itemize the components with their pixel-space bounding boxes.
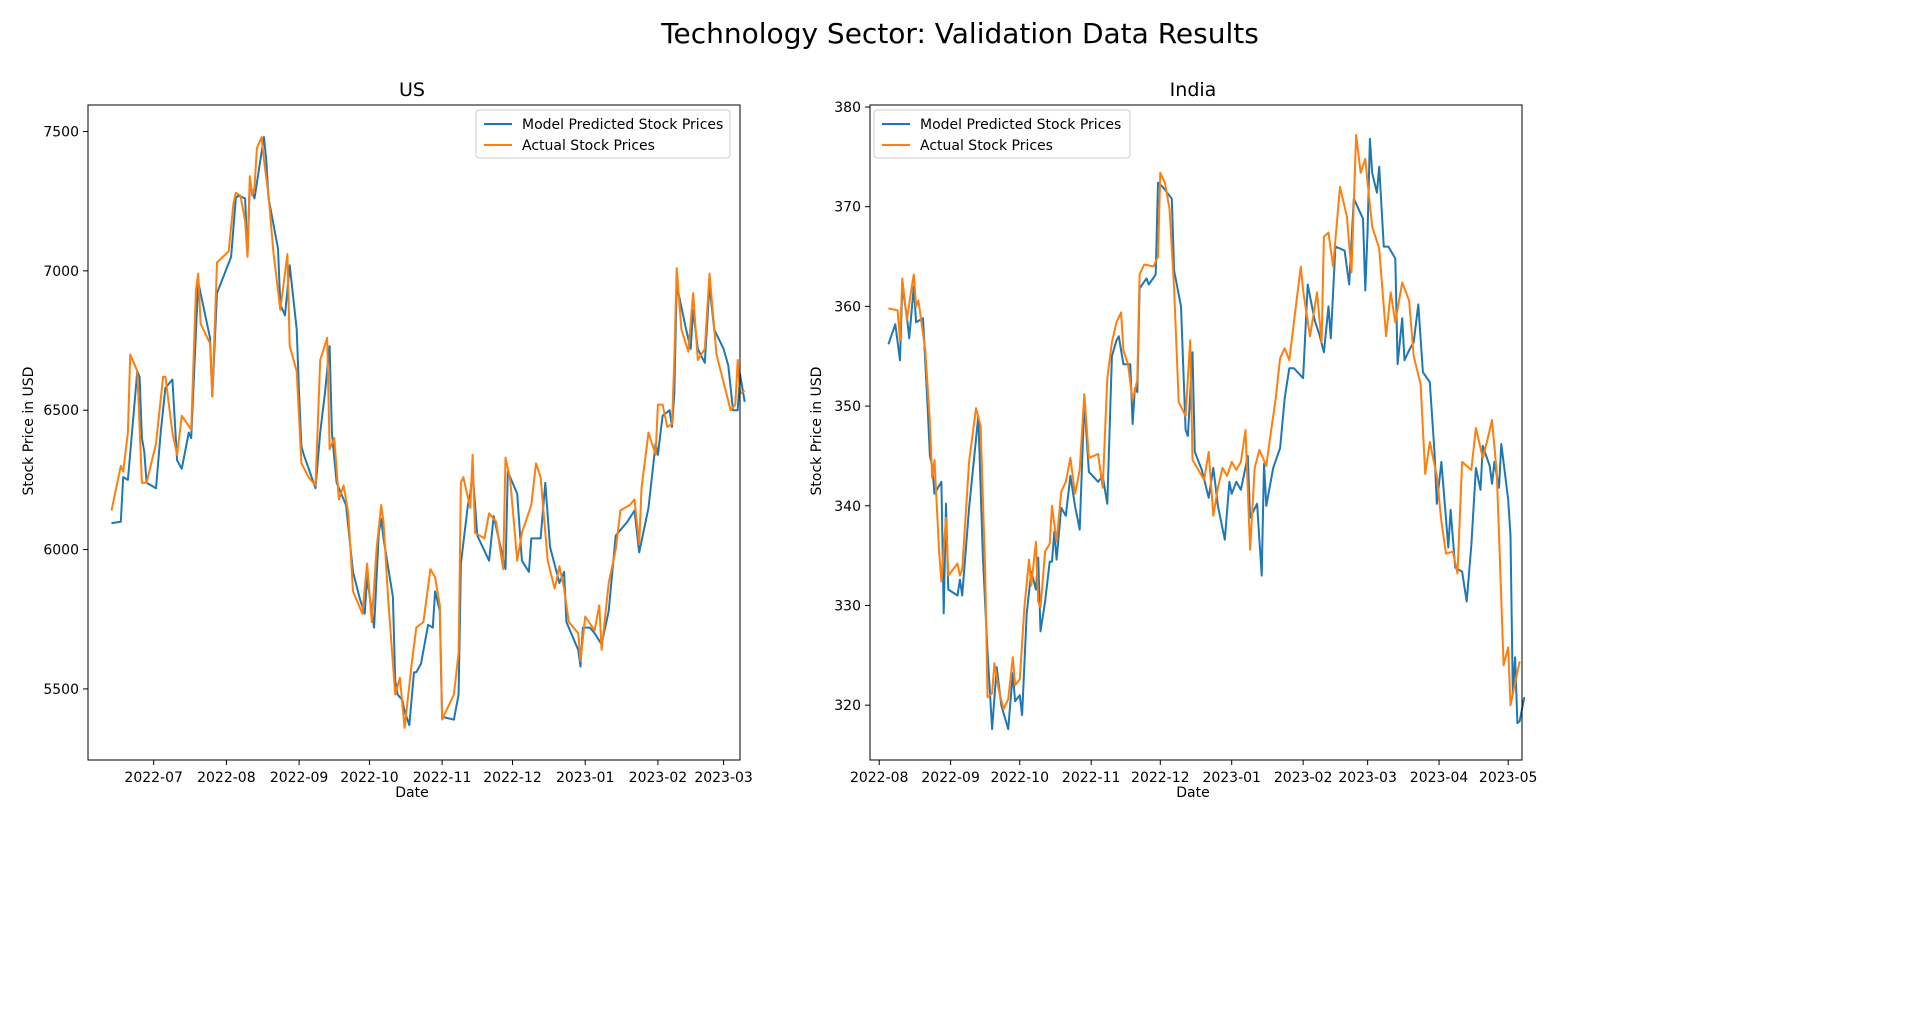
us-x-tick-label: 2023-03 [694, 770, 753, 786]
india-x-tick-label: 2023-01 [1202, 770, 1261, 786]
india-x-tick-label: 2022-12 [1131, 770, 1190, 786]
us-y-tick-label: 5500 [43, 682, 79, 698]
india-legend: Model Predicted Stock Prices Actual Stoc… [873, 109, 1131, 159]
us-legend-box [475, 109, 731, 159]
us-x-tick-label: 2023-01 [556, 770, 615, 786]
india-y-axis-label: Stock Price in USD [809, 367, 825, 496]
india-legend-label-actual: Actual Stock Prices [920, 138, 1053, 154]
india-y-tick-label: 350 [834, 399, 861, 415]
india-x-tick-label: 2023-03 [1338, 770, 1397, 786]
us-x-tick-label: 2022-09 [270, 770, 329, 786]
india-y-tick-label: 330 [834, 598, 861, 614]
india-x-tick-label: 2022-11 [1062, 770, 1121, 786]
india-x-axis-label: Date [1176, 785, 1209, 801]
india-plot-area: 2022-08 2022-09 2022-10 2022-11 2022-12 2023-… [834, 100, 1537, 786]
india-legend-label-predicted: Model Predicted Stock Prices [920, 117, 1121, 133]
india-y-tick-label: 360 [834, 299, 861, 315]
india-chart-panel: India 2022-08 2022-09 2022-10 2022-11 2022-1… [809, 79, 1537, 801]
us-y-axis-label: Stock Price in USD [21, 367, 37, 496]
india-y-tick-label: 380 [834, 100, 861, 116]
india-y-tick-label: 370 [834, 200, 861, 216]
us-axes-frame [87, 104, 741, 761]
india-series-predicted-line [887, 137, 1526, 731]
india-x-tick-label: 2022-09 [921, 770, 980, 786]
india-x-tick-label: 2022-10 [991, 770, 1050, 786]
us-plot-area: 2022-07 2022-08 2022-09 2022-10 2022-11 2022-… [43, 104, 753, 786]
india-x-tick-label: 2023-02 [1274, 770, 1333, 786]
india-series-actual-line [888, 133, 1521, 711]
us-chart-title: US [399, 79, 425, 101]
us-x-tick-label: 2022-10 [340, 770, 399, 786]
us-legend-label-predicted: Model Predicted Stock Prices [522, 117, 723, 133]
us-x-tick-label: 2022-07 [124, 770, 183, 786]
india-x-tick-label: 2023-04 [1410, 770, 1469, 786]
us-x-tick-label: 2022-08 [197, 770, 256, 786]
us-y-tick-label: 6000 [43, 543, 79, 559]
us-legend: Model Predicted Stock Prices Actual Stoc… [475, 109, 731, 159]
india-chart-title: India [1170, 79, 1217, 101]
us-y-tick-label: 7000 [43, 264, 79, 280]
us-x-axis-label: Date [395, 785, 428, 801]
us-chart-panel: US 2022-07 2022-08 2022-09 2022-10 2022-11 20… [21, 79, 753, 801]
india-x-tick-label: 2022-08 [850, 770, 909, 786]
india-legend-box [873, 109, 1131, 159]
india-y-tick-label: 320 [834, 698, 861, 714]
us-y-tick-label: 6500 [43, 403, 79, 419]
india-axes-frame [869, 104, 1523, 761]
us-y-tick-label: 7500 [43, 124, 79, 140]
figure-title: Technology Sector: Validation Data Resul… [660, 17, 1259, 50]
india-y-tick-label: 340 [834, 499, 861, 515]
us-legend-label-actual: Actual Stock Prices [522, 138, 655, 154]
us-x-tick-label: 2022-12 [483, 770, 542, 786]
us-x-tick-label: 2023-02 [629, 770, 688, 786]
us-x-tick-label: 2022-11 [413, 770, 472, 786]
india-x-tick-label: 2023-05 [1479, 770, 1538, 786]
us-series-actual-line [110, 136, 746, 729]
